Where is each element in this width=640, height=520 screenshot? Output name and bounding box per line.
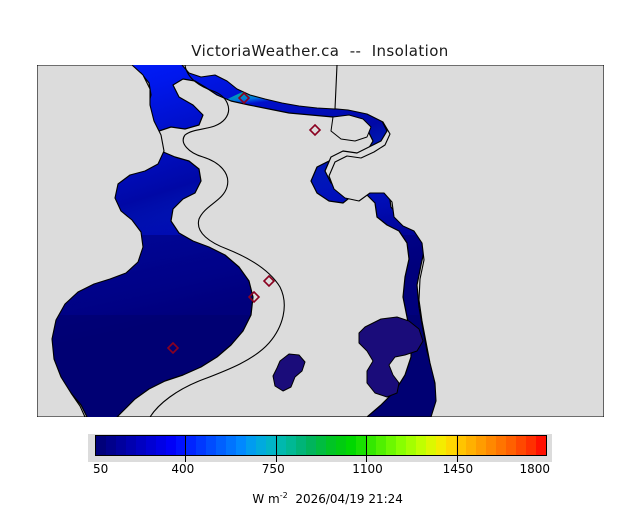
station-marker bbox=[237, 91, 251, 105]
colorbar-tick-label: 400 bbox=[171, 462, 195, 476]
colorbar-cell bbox=[476, 436, 486, 455]
colorbar-cell bbox=[136, 436, 146, 455]
island-south-small bbox=[272, 353, 306, 392]
page-title: VictoriaWeather.ca -- Insolation bbox=[191, 42, 449, 60]
colorbar-tick-label: 1800 bbox=[519, 462, 550, 476]
colorbar-cell bbox=[416, 436, 426, 455]
colorbar-cell bbox=[526, 436, 536, 455]
colorbar-cell bbox=[496, 436, 506, 455]
station-marker bbox=[166, 341, 180, 355]
coast-north-peninsula bbox=[181, 65, 338, 110]
colorbar-cell bbox=[226, 436, 236, 455]
colorbar-cell bbox=[366, 436, 376, 455]
colorbar-unit-label: W m bbox=[252, 492, 280, 506]
colorbar-cell bbox=[356, 436, 366, 455]
colorbar-tickmark bbox=[275, 435, 277, 462]
colorbar-gradient-strip bbox=[95, 435, 547, 456]
station-marker bbox=[262, 274, 276, 288]
colorbar-tick-label: 50 bbox=[93, 462, 109, 476]
colorbar-tickmark bbox=[185, 435, 187, 462]
station-marker bbox=[247, 290, 261, 304]
colorbar-cell bbox=[376, 436, 386, 455]
colorbar-cell bbox=[536, 436, 546, 455]
colorbar-timestamp: 2026/04/19 21:24 bbox=[295, 492, 403, 506]
colorbar-cell bbox=[196, 436, 206, 455]
colorbar-cell bbox=[436, 436, 446, 455]
colorbar-cell bbox=[96, 436, 106, 455]
coast-west-land bbox=[37, 65, 165, 417]
colorbar-cell bbox=[426, 436, 436, 455]
colorbar-tick-label: 1100 bbox=[352, 462, 383, 476]
colorbar-cell bbox=[176, 436, 186, 455]
colorbar-cell bbox=[276, 436, 286, 455]
colorbar-cell bbox=[266, 436, 276, 455]
island-south-large bbox=[358, 316, 424, 398]
colorbar-cell bbox=[296, 436, 306, 455]
colorbar-cell bbox=[336, 436, 346, 455]
coastline-group bbox=[37, 65, 604, 417]
station-marker-group[interactable] bbox=[166, 91, 322, 355]
colorbar-unit-exponent: -2 bbox=[279, 491, 288, 500]
colorbar-tickmark bbox=[366, 435, 368, 462]
colorbar-cell bbox=[216, 436, 226, 455]
colorbar-cell bbox=[186, 436, 196, 455]
colorbar-cell bbox=[146, 436, 156, 455]
colorbar-cell bbox=[286, 436, 296, 455]
colorbar-cell bbox=[116, 436, 126, 455]
colorbar-cell bbox=[506, 436, 516, 455]
colorbar-cell bbox=[256, 436, 266, 455]
colorbar-cell bbox=[206, 436, 216, 455]
colorbar-cell bbox=[346, 436, 356, 455]
station-marker bbox=[308, 123, 322, 137]
colorbar-cell bbox=[316, 436, 326, 455]
colorbar-cell bbox=[126, 436, 136, 455]
coast-inlet-islet bbox=[330, 114, 372, 142]
colorbar-cell bbox=[396, 436, 406, 455]
map-plot-area[interactable] bbox=[37, 65, 604, 417]
colorbar-cell bbox=[446, 436, 456, 455]
landmass-mainland-north bbox=[116, 66, 604, 417]
colorbar-tick-label: 1450 bbox=[442, 462, 474, 476]
colorbar-cell bbox=[486, 436, 496, 455]
colorbar-tickmark bbox=[456, 435, 458, 462]
colorbar-cell bbox=[166, 436, 176, 455]
colorbar-cell bbox=[456, 436, 466, 455]
colorbar-cell bbox=[246, 436, 256, 455]
colorbar-cell bbox=[516, 436, 526, 455]
colorbar-cell bbox=[326, 436, 336, 455]
colorbar-cell bbox=[236, 436, 246, 455]
colorbar-cell bbox=[386, 436, 396, 455]
colorbar-caption: W m-2 2026/04/19 21:24 bbox=[88, 477, 552, 520]
colorbar-cell bbox=[406, 436, 416, 455]
colorbar-cell bbox=[306, 436, 316, 455]
colorbar-tick-label: 750 bbox=[261, 462, 285, 476]
colorbar-cell bbox=[106, 436, 116, 455]
colorbar-cell bbox=[156, 436, 166, 455]
coast-peninsula-outline bbox=[149, 65, 285, 417]
colorbar-cell bbox=[466, 436, 476, 455]
colorbar[interactable]: 50 400 750 1100 1450 1800 W m-2 2026/04/19 21… bbox=[88, 432, 552, 506]
map-raster bbox=[37, 65, 604, 417]
